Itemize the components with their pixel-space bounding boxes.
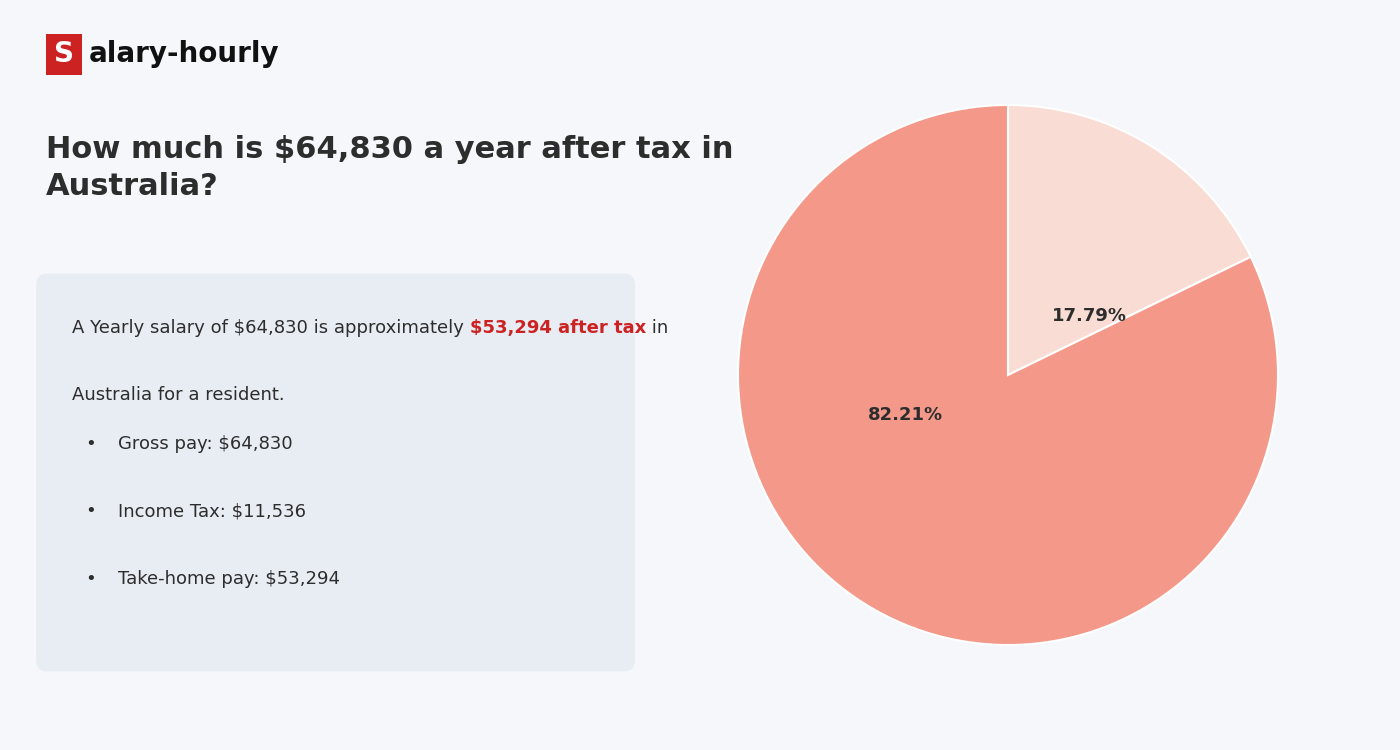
Text: $53,294 after tax: $53,294 after tax [470,319,647,337]
Text: Australia for a resident.: Australia for a resident. [73,386,286,404]
Text: Take-home pay: $53,294: Take-home pay: $53,294 [119,570,340,588]
Text: S: S [55,40,74,68]
Text: •: • [85,570,97,588]
FancyBboxPatch shape [46,34,83,75]
Text: 17.79%: 17.79% [1051,307,1127,325]
Text: A Yearly salary of $64,830 is approximately: A Yearly salary of $64,830 is approximat… [73,319,470,337]
Text: 82.21%: 82.21% [868,406,944,424]
Wedge shape [1008,105,1250,375]
Text: How much is $64,830 a year after tax in
Australia?: How much is $64,830 a year after tax in … [46,135,734,201]
FancyBboxPatch shape [36,274,636,671]
Text: •: • [85,503,97,520]
Text: •: • [85,435,97,453]
Text: Gross pay: $64,830: Gross pay: $64,830 [119,435,293,453]
Text: alary-hourly: alary-hourly [88,40,280,68]
Text: Income Tax: $11,536: Income Tax: $11,536 [119,503,307,520]
Wedge shape [738,105,1278,645]
Text: in: in [647,319,669,337]
